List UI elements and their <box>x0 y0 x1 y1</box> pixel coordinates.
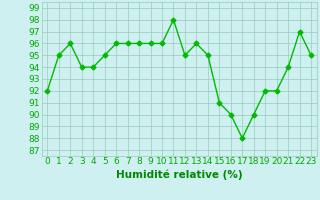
X-axis label: Humidité relative (%): Humidité relative (%) <box>116 169 243 180</box>
